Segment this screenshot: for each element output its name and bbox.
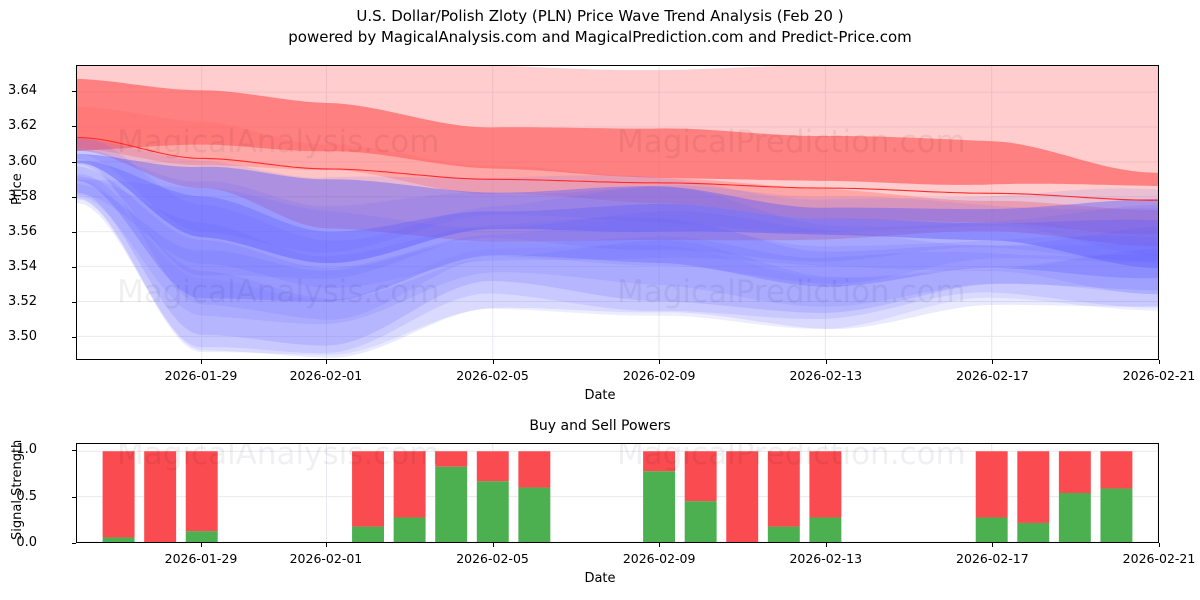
bars-y-tick-label: 0.5 (16, 488, 37, 504)
page-subtitle: powered by MagicalAnalysis.com and Magic… (288, 28, 912, 46)
title-block: U.S. Dollar/Polish Zloty (PLN) Price Wav… (0, 6, 1200, 48)
bars-x-tick-mark (992, 543, 994, 547)
main-y-tick-mark (72, 126, 76, 128)
main-x-tick-label: 2026-02-17 (956, 368, 1029, 383)
page-title: U.S. Dollar/Polish Zloty (PLN) Price Wav… (356, 7, 844, 25)
main-x-tick-label: 2026-02-05 (456, 368, 529, 383)
main-x-axis-label: Date (584, 388, 616, 403)
bars-x-tick-mark (200, 543, 202, 547)
main-y-tick-mark (72, 302, 76, 304)
bars-x-tick-mark (659, 543, 661, 547)
main-x-tick-label: 2026-01-29 (164, 368, 238, 383)
bars-x-axis-label: Date (584, 571, 616, 586)
main-y-tick-label: 3.56 (8, 223, 37, 239)
main-y-tick-label: 3.60 (8, 153, 37, 169)
main-y-tick-mark (72, 196, 76, 198)
main-x-tick-mark (325, 360, 327, 364)
main-y-tick-label: 3.50 (8, 329, 37, 345)
main-y-tick-label: 3.54 (8, 258, 37, 274)
bars-x-tick-label: 2026-02-01 (289, 551, 363, 566)
main-x-tick-label: 2026-02-01 (289, 368, 363, 383)
main-x-tick-mark (1159, 360, 1160, 364)
price-wave-chart: MagicalAnalysis.com MagicalPrediction.com… (76, 65, 1159, 360)
main-y-tick-mark (72, 337, 76, 339)
bars-y-tick-label: 0.0 (16, 535, 37, 550)
main-x-tick-mark (200, 360, 202, 364)
main-x-tick-mark (825, 360, 827, 364)
main-y-tick-mark (72, 231, 76, 233)
main-x-tick-mark (659, 360, 661, 364)
bars-x-tick-mark (1159, 543, 1160, 547)
main-y-tick-mark (72, 91, 76, 93)
bars-x-tick-mark (492, 543, 494, 547)
bars-x-tick-label: 2026-02-13 (789, 551, 863, 566)
main-x-tick-label: 2026-02-21 (1122, 368, 1196, 383)
bars-chart-title: Buy and Sell Powers (529, 418, 671, 434)
bars-y-tick-mark (72, 496, 76, 498)
main-x-tick-label: 2026-02-09 (622, 368, 696, 383)
buy-sell-powers-plot (77, 444, 1158, 542)
main-y-tick-mark (72, 161, 76, 163)
bars-y-tick-mark (72, 543, 76, 544)
price-wave-plot (77, 66, 1158, 359)
bars-y-tick-mark (72, 450, 76, 452)
bars-x-tick-label: 2026-01-29 (164, 551, 238, 566)
main-y-tick-label: 3.64 (8, 83, 37, 99)
bars-x-tick-label: 2026-02-09 (622, 551, 696, 566)
bars-x-tick-mark (825, 543, 827, 547)
main-x-tick-mark (492, 360, 494, 364)
main-y-tick-mark (72, 266, 76, 268)
main-y-tick-label: 3.52 (8, 294, 37, 310)
bars-y-tick-label: 1.0 (16, 442, 37, 458)
bars-x-tick-mark (325, 543, 327, 547)
main-y-tick-label: 3.58 (8, 188, 37, 204)
main-x-tick-label: 2026-02-13 (789, 368, 863, 383)
main-y-tick-label: 3.62 (8, 118, 37, 134)
main-x-tick-mark (992, 360, 994, 364)
bars-x-tick-label: 2026-02-05 (456, 551, 529, 566)
bars-x-tick-label: 2026-02-17 (956, 551, 1029, 566)
bars-x-tick-label: 2026-02-21 (1122, 551, 1196, 566)
